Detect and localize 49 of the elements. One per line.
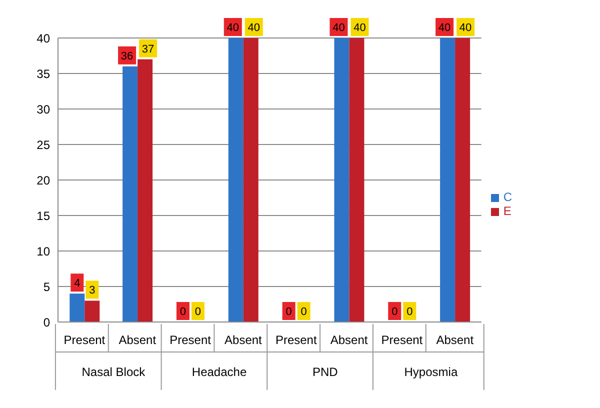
x-tick-label: Present <box>275 333 318 347</box>
bar <box>84 300 100 322</box>
x-tick-label: Absent <box>118 333 157 347</box>
x-tick-label: Present <box>381 333 424 347</box>
data-label: 0 <box>194 306 202 318</box>
data-label: 36 <box>120 50 134 62</box>
y-tick-label: 35 <box>36 66 50 81</box>
y-tick-label: 30 <box>36 102 50 116</box>
x-tick-label: Absent <box>330 333 368 347</box>
data-label: 40 <box>248 22 260 34</box>
bar <box>349 38 364 322</box>
bar <box>455 38 470 322</box>
data-label: 40 <box>354 22 366 34</box>
data-label: 40 <box>438 22 451 34</box>
legend-label: E <box>503 204 512 218</box>
data-label: 4 <box>74 278 80 290</box>
data-label: 0 <box>180 306 186 318</box>
bar <box>440 38 456 322</box>
data-label: 0 <box>392 306 398 318</box>
x-tick-label: Present <box>64 333 106 347</box>
data-label: 0 <box>300 306 307 318</box>
x-tick-label: Present <box>170 333 212 347</box>
legend-label: C <box>503 190 512 204</box>
bar <box>122 66 138 322</box>
data-label: 40 <box>332 22 345 34</box>
bar <box>228 38 244 322</box>
y-tick-label: 5 <box>43 280 50 294</box>
y-tick-label: 0 <box>43 315 50 330</box>
x-tick-label: Absent <box>224 333 263 347</box>
bar <box>138 59 153 322</box>
data-label: 40 <box>226 22 240 34</box>
x-tick-label: Absent <box>436 333 474 347</box>
data-label: 0 <box>286 306 292 318</box>
data-label: 37 <box>142 43 154 56</box>
data-label: 0 <box>406 306 413 318</box>
text: PND <box>312 365 338 379</box>
y-tick-label: 10 <box>36 244 50 258</box>
y-tick-label: 25 <box>36 138 50 152</box>
text: Hyposmia <box>404 365 458 379</box>
data-label: 3 <box>89 284 96 297</box>
data-label: 40 <box>459 22 472 34</box>
text: Nasal Block <box>82 365 146 379</box>
y-tick-label: 20 <box>36 173 50 188</box>
bar <box>70 294 85 322</box>
y-tick-label: 40 <box>36 31 50 46</box>
y-tick-label: 15 <box>36 208 50 223</box>
bar <box>334 38 350 322</box>
bar <box>243 38 258 322</box>
text: Headache <box>192 365 247 379</box>
